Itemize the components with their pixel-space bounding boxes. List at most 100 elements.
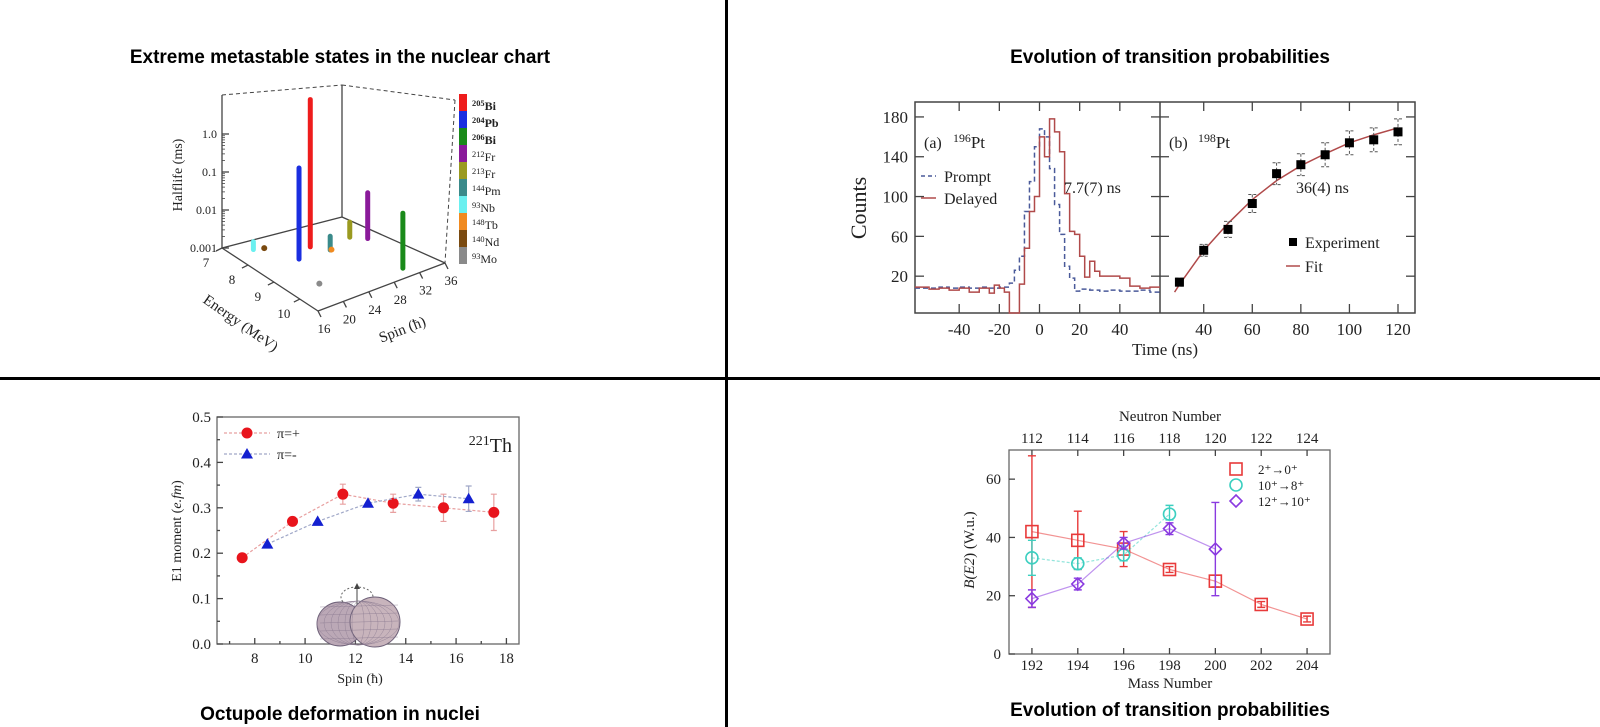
series-line <box>267 493 469 545</box>
y-label-part: B( <box>962 574 978 589</box>
isotope-mass: 206 <box>472 133 485 142</box>
energy-axis <box>221 247 319 312</box>
isotope-mass: 204 <box>472 116 485 125</box>
experiment-point <box>1272 169 1282 179</box>
legend-label: 206Bi <box>472 133 497 147</box>
x-tick-label: 120 <box>1385 320 1411 339</box>
y-tick-label: 180 <box>883 108 909 127</box>
energy-tick-label: 8 <box>229 272 236 287</box>
experiment-point <box>1393 127 1403 137</box>
y-label-part: ) (W.u.) <box>962 511 978 558</box>
data-point <box>1300 612 1314 626</box>
isotope-symbol: Tb <box>485 218 498 232</box>
mesh-line <box>319 604 399 608</box>
data-point <box>1024 591 1040 606</box>
data-point <box>236 552 248 564</box>
panel-label: (b) <box>1169 135 1188 152</box>
lifetime-annotation: 7.7(7) ns <box>1064 180 1121 197</box>
isotope-mass: 148 <box>472 218 485 227</box>
legend-marker <box>1229 462 1243 476</box>
energy-tick <box>215 247 223 252</box>
fit-curve <box>1173 127 1399 293</box>
data-point <box>1025 524 1039 539</box>
y-tick-label: 100 <box>883 188 909 207</box>
data-point <box>1070 576 1085 592</box>
isotope-mass: 196 <box>953 131 971 145</box>
y-tick-label: 20 <box>986 589 1001 605</box>
isotope-mass: 93 <box>472 201 480 210</box>
isotope-symbol: Nb <box>480 201 495 215</box>
x-tick-label: 198 <box>1158 658 1181 674</box>
energy-tick-label: 9 <box>255 289 262 304</box>
y-axis-label: E1 moment (e.fm) <box>170 480 185 582</box>
chart-be2: 1921121941141961161981182001202021222041… <box>962 409 1331 692</box>
data-point <box>412 488 425 499</box>
mesh-line <box>319 620 399 624</box>
mesh-line <box>316 600 400 646</box>
data-point <box>337 488 349 500</box>
isotope-symbol: Bi <box>485 133 497 147</box>
data-point <box>1116 536 1131 551</box>
z-tick-label: 0.001 <box>190 241 217 255</box>
x-tick-label: 204 <box>1296 658 1319 674</box>
x-tick-label: 0 <box>1035 320 1044 339</box>
spin-tick <box>317 310 322 318</box>
y-tick-label: 60 <box>986 472 1001 488</box>
isotope-symbol: Pm <box>485 184 502 198</box>
experiment-point <box>1369 135 1379 145</box>
legend-label: 93Nb <box>472 201 495 215</box>
x2-tick-label: 120 <box>1204 431 1227 447</box>
spin-tick <box>419 272 424 279</box>
legend-label: 205Bi <box>472 99 497 113</box>
legend-swatch <box>459 162 467 179</box>
mesh-line <box>319 628 399 632</box>
bar-93Mo <box>316 280 323 287</box>
y-label-part: E2 <box>962 557 978 575</box>
z-tick-label: 1.0 <box>202 127 217 141</box>
frame-edge <box>444 99 456 264</box>
legend-label: 144Pm <box>472 184 501 198</box>
mesh-line <box>319 636 399 640</box>
mesh-line <box>319 612 399 616</box>
x-tick-label: 194 <box>1067 658 1090 674</box>
x-tick-label: 20 <box>1071 320 1088 339</box>
isotope-mass: 140 <box>472 235 485 244</box>
legend-label: 12⁺→10⁺ <box>1258 494 1311 509</box>
x-tick-label: 18 <box>499 651 514 667</box>
y-tick-label: 0 <box>994 647 1002 663</box>
isotope-mass: 205 <box>472 99 485 108</box>
isotope-symbol: Pt <box>1216 133 1230 152</box>
isotope-mass: 221 <box>469 434 490 449</box>
isotope-symbol: Fr <box>485 167 496 181</box>
experiment-point <box>1247 199 1257 209</box>
x2-tick-label: 124 <box>1296 431 1319 447</box>
spin-tick-label: 24 <box>368 302 382 317</box>
legend-label: 148Tb <box>472 218 498 232</box>
vertical-divider <box>725 0 728 727</box>
energy-tick-label: 7 <box>203 255 210 270</box>
y-tick-label: 20 <box>891 267 908 286</box>
legend-swatch <box>459 196 467 213</box>
series-line <box>241 493 494 559</box>
legend-swatch <box>459 179 467 196</box>
data-point <box>1025 551 1039 565</box>
experiment-point <box>1344 138 1354 148</box>
legend-label: 204Pb <box>472 116 499 130</box>
data-point <box>488 506 500 518</box>
isotope-symbol: Mo <box>480 252 497 266</box>
top-right-title: Evolution of transition probabilities <box>1010 47 1330 68</box>
data-point <box>1162 562 1177 577</box>
legend-label: π=- <box>277 448 297 463</box>
data-point <box>261 538 274 549</box>
y-axis-label: Counts <box>846 177 871 239</box>
x-tick-label: -20 <box>988 320 1011 339</box>
x-tick-label: 192 <box>1021 658 1044 674</box>
legend-label: 93Mo <box>472 252 497 266</box>
legend-marker <box>1229 478 1243 492</box>
legend-swatch <box>459 247 467 264</box>
y-label-part: ) <box>170 480 185 485</box>
experiment-point <box>1199 245 1209 255</box>
panel-label: (a) <box>924 135 942 152</box>
floor-edge <box>221 216 343 249</box>
y-label-part: E1 moment ( <box>170 508 185 581</box>
